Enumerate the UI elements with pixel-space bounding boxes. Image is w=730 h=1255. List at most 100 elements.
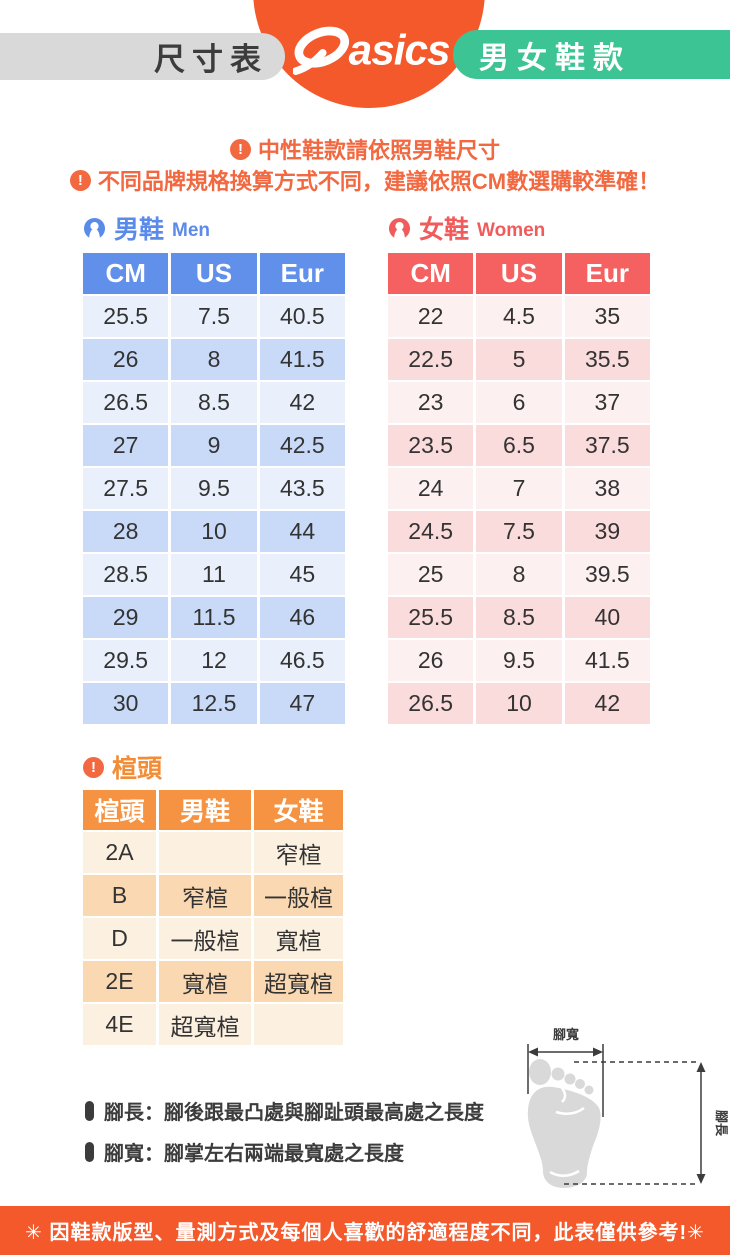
table-cell: 39.5 (564, 554, 653, 597)
table-cell: 24 (388, 468, 477, 511)
table-cell: 26.5 (388, 683, 477, 726)
asics-logo-mark-icon (294, 26, 350, 68)
last-width-title: ! 楦頭 (83, 750, 346, 784)
asics-logo-text: asics (349, 26, 450, 73)
table-cell: 43.5 (259, 468, 348, 511)
category-label: 男女鞋款 (479, 41, 631, 75)
column-header: Eur (259, 253, 348, 296)
table-cell: 2E (83, 961, 159, 1004)
foot-length-note-text: 腳長：腳後跟最凸處與腳趾頭最高處之長度 (104, 1102, 484, 1124)
column-header: CM (83, 253, 172, 296)
table-cell: 11 (171, 554, 260, 597)
foot-length-measure (564, 1061, 702, 1185)
table-cell: 8 (171, 339, 260, 382)
column-header: US (476, 253, 565, 296)
table-row: 29 11.5 46 (83, 597, 348, 640)
category-badge: 男女鞋款 (453, 30, 730, 79)
table-cell: 9.5 (171, 468, 260, 511)
foot-length-note: 腳長：腳後跟最凸處與腳趾頭最高處之長度 (85, 1096, 484, 1125)
table-cell: 超寬楦 (254, 961, 346, 1004)
table-cell: 42.5 (259, 425, 348, 468)
table-cell: 45 (259, 554, 348, 597)
table-cell: 27 (83, 425, 172, 468)
column-header: US (171, 253, 260, 296)
table-cell: 10 (476, 683, 565, 726)
table-cell: 46 (259, 597, 348, 640)
table-row: 27 9 42.5 (83, 425, 348, 468)
foot-width-note: 腳寬：腳掌左右兩端最寬處之長度 (85, 1137, 404, 1166)
foot-measurement-diagram: 腳寬 腳長 (527, 1027, 728, 1188)
table-cell: 41.5 (259, 339, 348, 382)
women-table-header-row: CM US Eur (388, 253, 653, 296)
table-cell: 11.5 (171, 597, 260, 640)
table-row: 27.5 9.5 43.5 (83, 468, 348, 511)
last-width-section: ! 楦頭 楦頭 男鞋 女鞋 2A 窄楦 B 窄楦 一般楦 D 一般楦 寬楦 2E 寬楦 超寬楦 4E 超寬楦 (83, 750, 346, 1047)
disclaimer-bar: ✳ 因鞋款版型、量測方式及每個人喜歡的舒適程度不同，此表僅供參考!✳ (0, 1206, 730, 1255)
table-cell: 2A (83, 832, 159, 875)
table-row: 25 8 39.5 (388, 554, 653, 597)
men-title-zh: 男鞋 (114, 216, 165, 244)
table-cell: 23.5 (388, 425, 477, 468)
table-row: 29.5 12 46.5 (83, 640, 348, 683)
foot-length-label: 腳長 (714, 1110, 728, 1137)
men-section-title: 男鞋 Men (83, 210, 348, 246)
notice-brand-conversion-text: 不同品牌規格換算方式不同，建議依照CM數選購較準確！ (97, 169, 661, 194)
arrow-down-icon (696, 1174, 706, 1184)
table-cell: 35.5 (564, 339, 653, 382)
table-cell: 46.5 (259, 640, 348, 683)
table-row: 30 12.5 47 (83, 683, 348, 726)
table-cell: 寬楦 (254, 918, 346, 961)
arrow-right-icon (593, 1047, 603, 1057)
notice-neutral-shoes-text: 中性鞋款請依照男鞋尺寸 (257, 138, 500, 163)
table-row: 26 8 41.5 (83, 339, 348, 382)
women-size-section: 女鞋 Women CM US Eur 22 4.5 35 22.5 5 35.5 23 6 37 23… (388, 210, 653, 726)
foot-width-label: 腳寬 (553, 1027, 579, 1042)
table-cell: 42 (259, 382, 348, 425)
men-title-en: Men (172, 219, 211, 241)
size-chart-label: 尺寸表 (154, 42, 268, 77)
asics-logo: asics (293, 26, 451, 75)
table-cell: 7 (476, 468, 565, 511)
table-row: 26.5 10 42 (388, 683, 653, 726)
asics-logo-swoosh-icon (293, 49, 327, 75)
table-row: 4E 超寬楦 (83, 1004, 346, 1047)
table-cell: 40.5 (259, 296, 348, 339)
table-cell: 窄楦 (159, 875, 254, 918)
women-size-table: CM US Eur 22 4.5 35 22.5 5 35.5 23 6 37 23.5 6.5 37.5… (388, 253, 653, 726)
foot-silhouette (527, 1059, 601, 1188)
table-cell: 7.5 (171, 296, 260, 339)
men-size-table: CM US Eur 25.5 7.5 40.5 26 8 41.5 26.5 8.5 42 27 9 42… (83, 253, 348, 726)
table-row: 28 10 44 (83, 511, 348, 554)
table-cell: 9.5 (476, 640, 565, 683)
men-table-body: 25.5 7.5 40.5 26 8 41.5 26.5 8.5 42 27 9 42.5 27.5 9.… (83, 296, 348, 726)
table-cell: 35 (564, 296, 653, 339)
table-row: 22.5 5 35.5 (388, 339, 653, 382)
table-cell: 39 (564, 511, 653, 554)
table-row: 24.5 7.5 39 (388, 511, 653, 554)
table-row: 2A 窄楦 (83, 832, 346, 875)
table-cell: 5 (476, 339, 565, 382)
table-cell: 22.5 (388, 339, 477, 382)
foot-width-note-text: 腳寬：腳掌左右兩端最寬處之長度 (104, 1143, 404, 1165)
women-table-head: CM US Eur (388, 253, 653, 296)
column-header: 女鞋 (254, 790, 346, 832)
last-width-table-head: 楦頭 男鞋 女鞋 (83, 790, 346, 832)
table-cell: 25 (388, 554, 477, 597)
table-cell: 一般楦 (159, 918, 254, 961)
table-cell: B (83, 875, 159, 918)
exclamation-icon: ! (83, 756, 104, 778)
table-cell: 4E (83, 1004, 159, 1047)
person-icon (388, 217, 411, 239)
table-row: 23 6 37 (388, 382, 653, 425)
table-row: D 一般楦 寬楦 (83, 918, 346, 961)
women-section-title: 女鞋 Women (388, 210, 653, 246)
table-cell: 9 (171, 425, 260, 468)
table-cell: 41.5 (564, 640, 653, 683)
size-chart-badge: 尺寸表 (0, 33, 285, 80)
table-cell: 24.5 (388, 511, 477, 554)
table-cell: 8 (476, 554, 565, 597)
table-row: 28.5 11 45 (83, 554, 348, 597)
table-cell: 一般楦 (254, 875, 346, 918)
table-row: 2E 寬楦 超寬楦 (83, 961, 346, 1004)
